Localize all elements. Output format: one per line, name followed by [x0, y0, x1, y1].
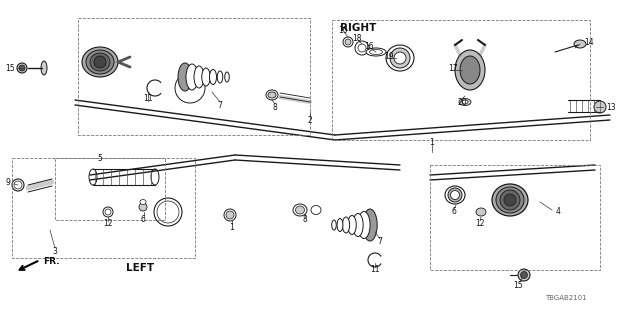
- Text: FR.: FR.: [43, 258, 60, 267]
- Ellipse shape: [194, 66, 204, 88]
- Ellipse shape: [86, 50, 114, 74]
- Ellipse shape: [217, 71, 223, 83]
- Ellipse shape: [390, 48, 410, 68]
- Text: 10: 10: [338, 26, 348, 35]
- Text: 4: 4: [556, 207, 561, 217]
- Text: 13: 13: [606, 102, 616, 111]
- Text: 6: 6: [140, 215, 145, 225]
- Ellipse shape: [366, 48, 386, 56]
- Text: 8: 8: [273, 102, 277, 111]
- Ellipse shape: [140, 199, 146, 204]
- Ellipse shape: [363, 209, 377, 241]
- Ellipse shape: [19, 65, 25, 71]
- Ellipse shape: [154, 198, 182, 226]
- Text: 8: 8: [303, 215, 307, 225]
- Text: 7: 7: [378, 237, 383, 246]
- Text: 20: 20: [457, 98, 467, 107]
- Ellipse shape: [459, 99, 471, 106]
- Ellipse shape: [520, 271, 527, 278]
- Text: 15: 15: [5, 63, 15, 73]
- Ellipse shape: [574, 40, 586, 48]
- Ellipse shape: [157, 201, 179, 223]
- Ellipse shape: [345, 39, 351, 45]
- Text: 6: 6: [452, 207, 456, 217]
- Ellipse shape: [445, 186, 465, 204]
- Text: 11: 11: [143, 93, 153, 102]
- Text: 14: 14: [584, 37, 594, 46]
- Ellipse shape: [394, 52, 406, 64]
- Ellipse shape: [518, 269, 530, 281]
- Ellipse shape: [226, 211, 234, 219]
- Ellipse shape: [82, 47, 118, 77]
- Ellipse shape: [296, 206, 305, 214]
- Ellipse shape: [17, 63, 27, 73]
- Text: 7: 7: [218, 100, 223, 109]
- Ellipse shape: [94, 56, 106, 68]
- Text: TBGAB2101: TBGAB2101: [545, 295, 587, 301]
- Ellipse shape: [448, 188, 462, 202]
- Ellipse shape: [89, 169, 97, 185]
- Ellipse shape: [460, 56, 480, 84]
- Ellipse shape: [139, 203, 147, 211]
- Ellipse shape: [224, 209, 236, 221]
- Ellipse shape: [451, 190, 460, 199]
- Text: 9: 9: [5, 178, 10, 187]
- Ellipse shape: [504, 194, 516, 206]
- Ellipse shape: [293, 204, 307, 216]
- Text: 19: 19: [384, 52, 394, 60]
- Ellipse shape: [12, 179, 24, 191]
- Ellipse shape: [476, 208, 486, 216]
- Ellipse shape: [268, 92, 276, 98]
- Ellipse shape: [186, 64, 198, 90]
- Ellipse shape: [209, 69, 216, 84]
- Ellipse shape: [500, 190, 520, 210]
- Ellipse shape: [594, 101, 606, 113]
- Ellipse shape: [225, 72, 229, 82]
- Text: RIGHT: RIGHT: [340, 23, 376, 33]
- Ellipse shape: [14, 181, 22, 189]
- Ellipse shape: [496, 187, 524, 213]
- Text: 11: 11: [371, 266, 380, 275]
- Text: 12: 12: [476, 219, 484, 228]
- Ellipse shape: [41, 61, 47, 75]
- Text: 1: 1: [429, 138, 435, 147]
- Ellipse shape: [90, 53, 110, 71]
- Ellipse shape: [342, 217, 349, 233]
- Ellipse shape: [455, 50, 485, 90]
- Ellipse shape: [462, 100, 468, 104]
- Ellipse shape: [358, 44, 366, 52]
- Text: 1: 1: [230, 222, 234, 231]
- Ellipse shape: [178, 63, 192, 91]
- Ellipse shape: [202, 68, 211, 86]
- Ellipse shape: [343, 37, 353, 47]
- Ellipse shape: [311, 205, 321, 214]
- Ellipse shape: [492, 184, 528, 216]
- Text: 17: 17: [448, 63, 458, 73]
- Ellipse shape: [355, 41, 369, 55]
- Text: 5: 5: [97, 154, 102, 163]
- Text: 18: 18: [352, 34, 362, 43]
- Ellipse shape: [337, 219, 343, 231]
- Ellipse shape: [353, 213, 363, 236]
- Ellipse shape: [358, 212, 370, 238]
- Text: 12: 12: [103, 219, 113, 228]
- Ellipse shape: [369, 50, 383, 54]
- Text: 2: 2: [308, 116, 312, 124]
- Text: LEFT: LEFT: [126, 263, 154, 273]
- Ellipse shape: [332, 220, 336, 230]
- Ellipse shape: [386, 45, 414, 71]
- Ellipse shape: [266, 90, 278, 100]
- Text: 16: 16: [364, 42, 374, 51]
- Ellipse shape: [105, 209, 111, 215]
- Text: 3: 3: [52, 247, 58, 257]
- Ellipse shape: [103, 207, 113, 217]
- Ellipse shape: [151, 169, 159, 185]
- Text: 15: 15: [513, 281, 523, 290]
- Ellipse shape: [348, 215, 356, 235]
